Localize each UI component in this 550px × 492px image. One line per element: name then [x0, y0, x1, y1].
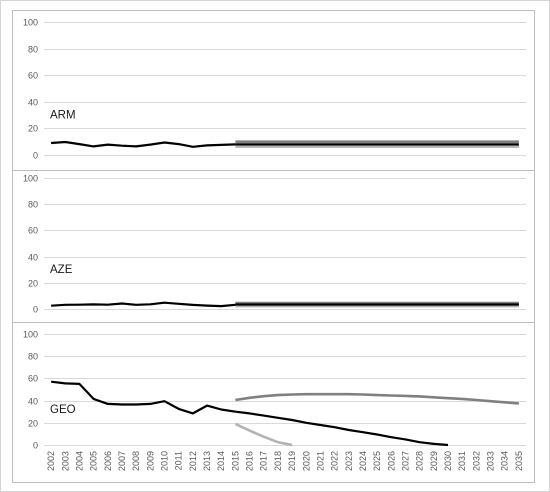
- y-tick-label-aze-0: 0: [33, 305, 38, 315]
- x-tick-label-2016: 2016: [245, 451, 255, 471]
- x-tick-label-2035: 2035: [514, 451, 524, 471]
- y-tick-label-geo-60: 60: [28, 374, 38, 384]
- x-tick-label-2025: 2025: [372, 451, 382, 471]
- x-tick-label-2003: 2003: [60, 451, 70, 471]
- y-tick-label-geo-100: 100: [23, 330, 38, 340]
- y-tick-label-aze-20: 20: [28, 279, 38, 289]
- y-tick-label-arm-20: 20: [28, 124, 38, 134]
- x-tick-label-2027: 2027: [401, 451, 411, 471]
- y-tick-label-arm-100: 100: [23, 18, 38, 28]
- series-history-aze: [51, 301, 236, 308]
- x-tick-label-2026: 2026: [386, 451, 396, 471]
- x-tick-label-2005: 2005: [89, 451, 99, 471]
- series-upper-geo: [235, 392, 520, 405]
- series-history-arm: [51, 140, 236, 148]
- x-tick-label-2021: 2021: [315, 451, 325, 471]
- x-tick-label-2018: 2018: [273, 451, 283, 471]
- panel-aze: 0 20 40 60 80 100 AZE: [12, 170, 535, 323]
- x-tick-label-2010: 2010: [160, 451, 170, 471]
- panels-group: 0 20 40 60 80 100 ARM 0 20 40 60 80 100 AZE 0 20 40 60 80 1…: [12, 10, 535, 483]
- y-tick-label-geo-80: 80: [28, 352, 38, 362]
- x-tick-label-2024: 2024: [358, 451, 368, 471]
- x-tick-label-2002: 2002: [46, 451, 56, 471]
- x-tick-label-2012: 2012: [188, 451, 198, 471]
- x-tick-label-2019: 2019: [287, 451, 297, 471]
- x-tick-label-2030: 2030: [443, 451, 453, 471]
- y-tick-label-aze-80: 80: [28, 200, 38, 210]
- panel-label-geo: GEO: [50, 404, 76, 416]
- y-tick-label-aze-40: 40: [28, 253, 38, 263]
- panel-geo: 0 20 40 60 80 100 GEO: [12, 322, 535, 483]
- panel-arm: 0 20 40 60 80 100 ARM: [12, 10, 535, 171]
- x-tick-label-2034: 2034: [500, 451, 510, 471]
- x-tick-label-2022: 2022: [330, 451, 340, 471]
- x-tick-label-2023: 2023: [344, 451, 354, 471]
- series-history-geo: [50, 380, 236, 415]
- panel-label-arm: ARM: [50, 109, 76, 121]
- x-tick-label-2028: 2028: [415, 451, 425, 471]
- y-tick-label-geo-20: 20: [28, 419, 38, 429]
- x-tick-label-2032: 2032: [471, 451, 481, 471]
- panel-label-aze: AZE: [50, 264, 73, 276]
- x-tick-label-2008: 2008: [131, 451, 141, 471]
- x-tick-label-2015: 2015: [230, 451, 240, 471]
- x-tick-label-2013: 2013: [202, 451, 212, 471]
- x-tick-label-2020: 2020: [301, 451, 311, 471]
- y-tick-label-aze-60: 60: [28, 226, 38, 236]
- x-tick-label-2031: 2031: [457, 451, 467, 471]
- y-tick-label-arm-80: 80: [28, 45, 38, 55]
- x-tick-label-2029: 2029: [429, 451, 439, 471]
- y-tick-label-geo-40: 40: [28, 397, 38, 407]
- x-tick-label-2014: 2014: [216, 451, 226, 471]
- x-tick-label-2007: 2007: [117, 451, 127, 471]
- y-tick-label-aze-100: 100: [23, 174, 38, 184]
- y-tick-label-arm-40: 40: [28, 98, 38, 108]
- y-tick-label-arm-0: 0: [33, 151, 38, 161]
- series-baseline-geo: [235, 410, 449, 447]
- x-tick-label-2011: 2011: [174, 451, 184, 470]
- series-lower-geo: [234, 422, 293, 447]
- panel-frame-geo: [12, 322, 535, 483]
- x-tick-label-2004: 2004: [74, 451, 84, 471]
- y-tick-label-arm-60: 60: [28, 71, 38, 81]
- x-tick-label-2009: 2009: [145, 451, 155, 471]
- x-tick-label-2033: 2033: [486, 451, 496, 471]
- y-tick-label-geo-0: 0: [33, 441, 38, 451]
- x-tick-label-2017: 2017: [259, 451, 269, 471]
- x-axis: 2002 2003 2004 2005 2006 2007 2008 2009 2010 2011…: [46, 451, 524, 471]
- x-tick-label-2006: 2006: [103, 451, 113, 471]
